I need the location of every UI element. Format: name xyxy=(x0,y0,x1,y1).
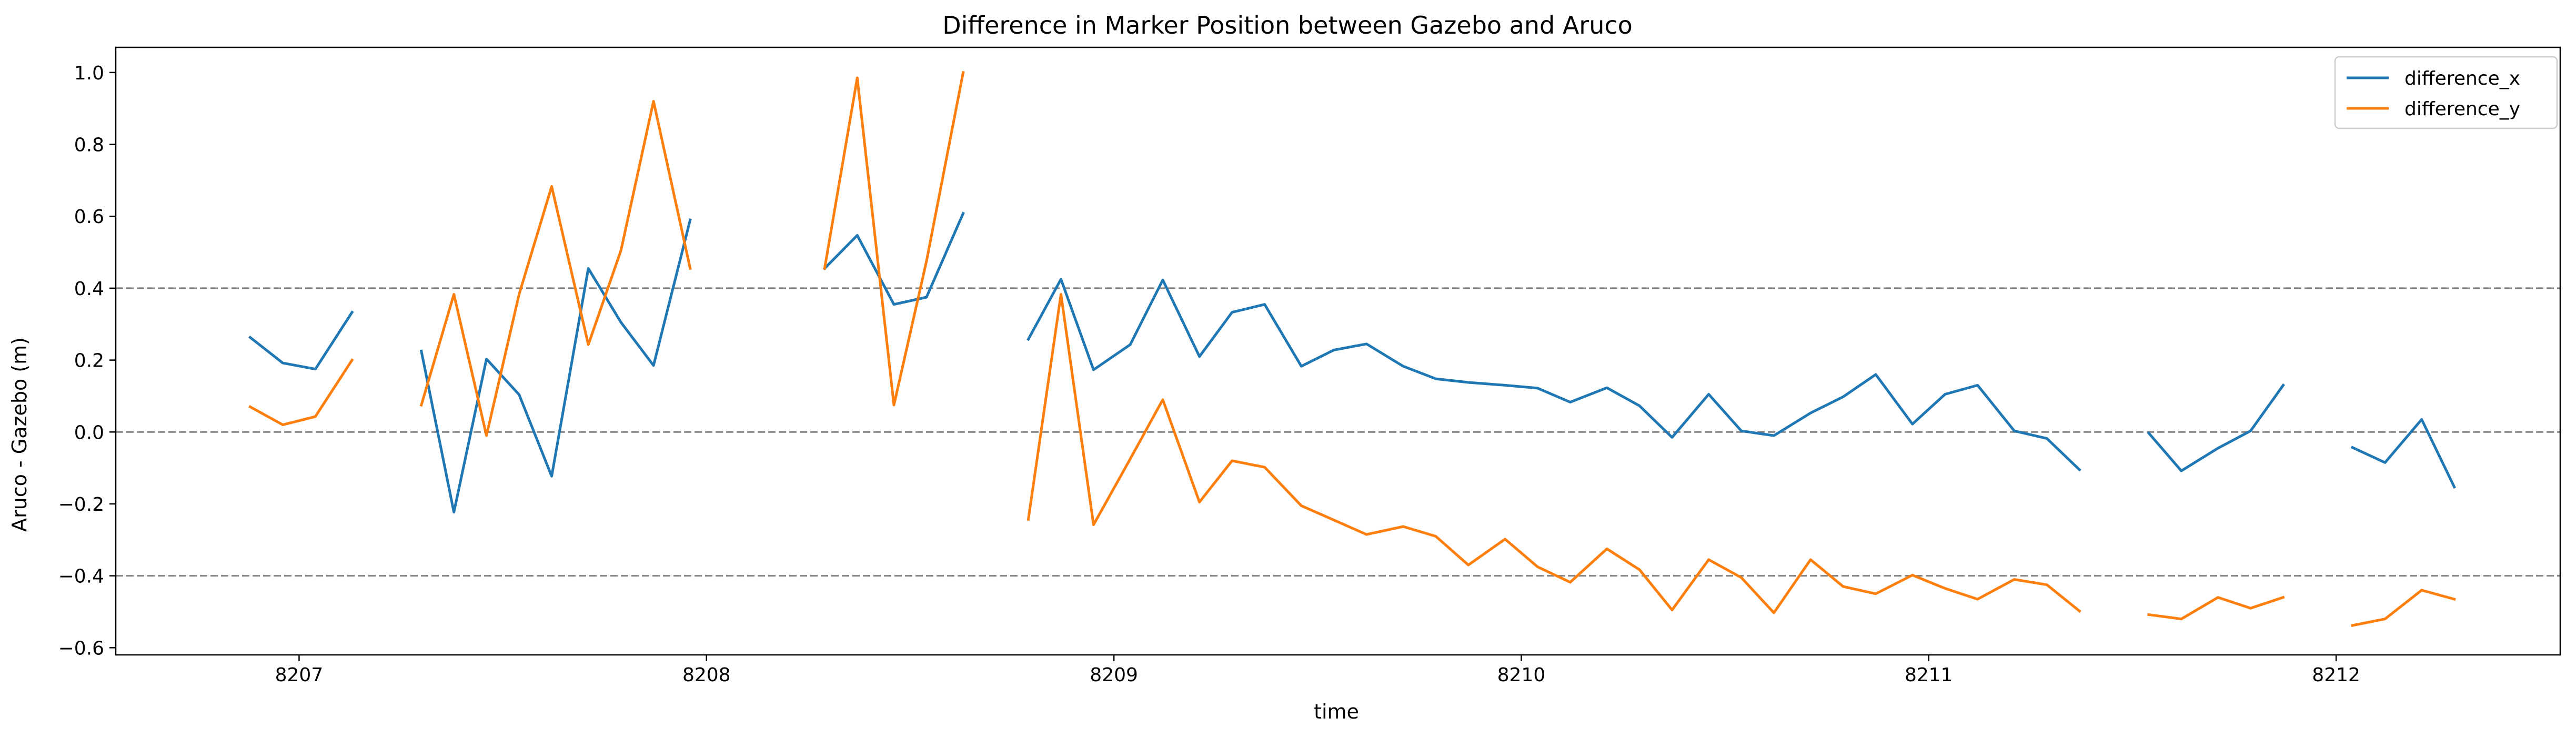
series-line-difference-y-segment-2 xyxy=(823,70,965,407)
axes-frame xyxy=(115,46,2561,656)
series-line-difference-x-segment-3 xyxy=(1027,278,2081,472)
series-line-difference-y-segment-1 xyxy=(419,100,692,437)
x-tick-label: 8211 xyxy=(1905,664,1953,686)
series-line-difference-x-segment-2 xyxy=(822,211,965,306)
y-tick-label: −0.2 xyxy=(58,494,104,515)
y-tick-label: 0.0 xyxy=(74,422,104,443)
series-line-difference-x-segment-5 xyxy=(2350,418,2457,489)
plot-area: 8207 8208 8209 8210 8211 8212 −0.6 −0.4 −0.2 0.0 0… xyxy=(58,46,2561,686)
y-tick-label: 1.0 xyxy=(74,63,104,84)
legend-frame xyxy=(2334,56,2558,129)
y-tick-label: 0.8 xyxy=(74,135,104,156)
x-tick-label: 8209 xyxy=(1090,664,1138,686)
x-tick-label: 8208 xyxy=(682,664,731,686)
x-axis-label: time xyxy=(1314,700,1359,723)
legend: difference_x difference_y xyxy=(2334,56,2558,129)
x-tick-label: 8207 xyxy=(275,664,324,686)
series-line-difference-y-segment-4 xyxy=(2147,595,2285,621)
series-line-difference-y-segment-3 xyxy=(1027,293,2081,614)
y-tick-label: 0.2 xyxy=(74,350,104,372)
y-tick-label: −0.4 xyxy=(58,566,104,588)
legend-label-difference-y: difference_y xyxy=(2404,98,2520,120)
series-line-difference-y-segment-5 xyxy=(2351,589,2456,627)
series-line-difference-y-segment-0 xyxy=(248,358,354,427)
series-line-difference-x-segment-4 xyxy=(2147,383,2285,472)
x-tick-label: 8210 xyxy=(1497,664,1546,686)
series-line-difference-x-segment-0 xyxy=(248,310,354,371)
y-tick-label: 0.4 xyxy=(74,278,104,300)
y-tick-label: −0.6 xyxy=(58,638,104,659)
y-axis-label: Aruco - Gazebo (m) xyxy=(8,337,31,532)
legend-label-difference-x: difference_x xyxy=(2404,68,2520,89)
x-tick-label: 8212 xyxy=(2312,664,2360,686)
series-line-difference-x-segment-1 xyxy=(419,218,692,514)
y-tick-label: 0.6 xyxy=(74,206,104,228)
chart-title: Difference in Marker Position between Ga… xyxy=(942,11,1633,39)
